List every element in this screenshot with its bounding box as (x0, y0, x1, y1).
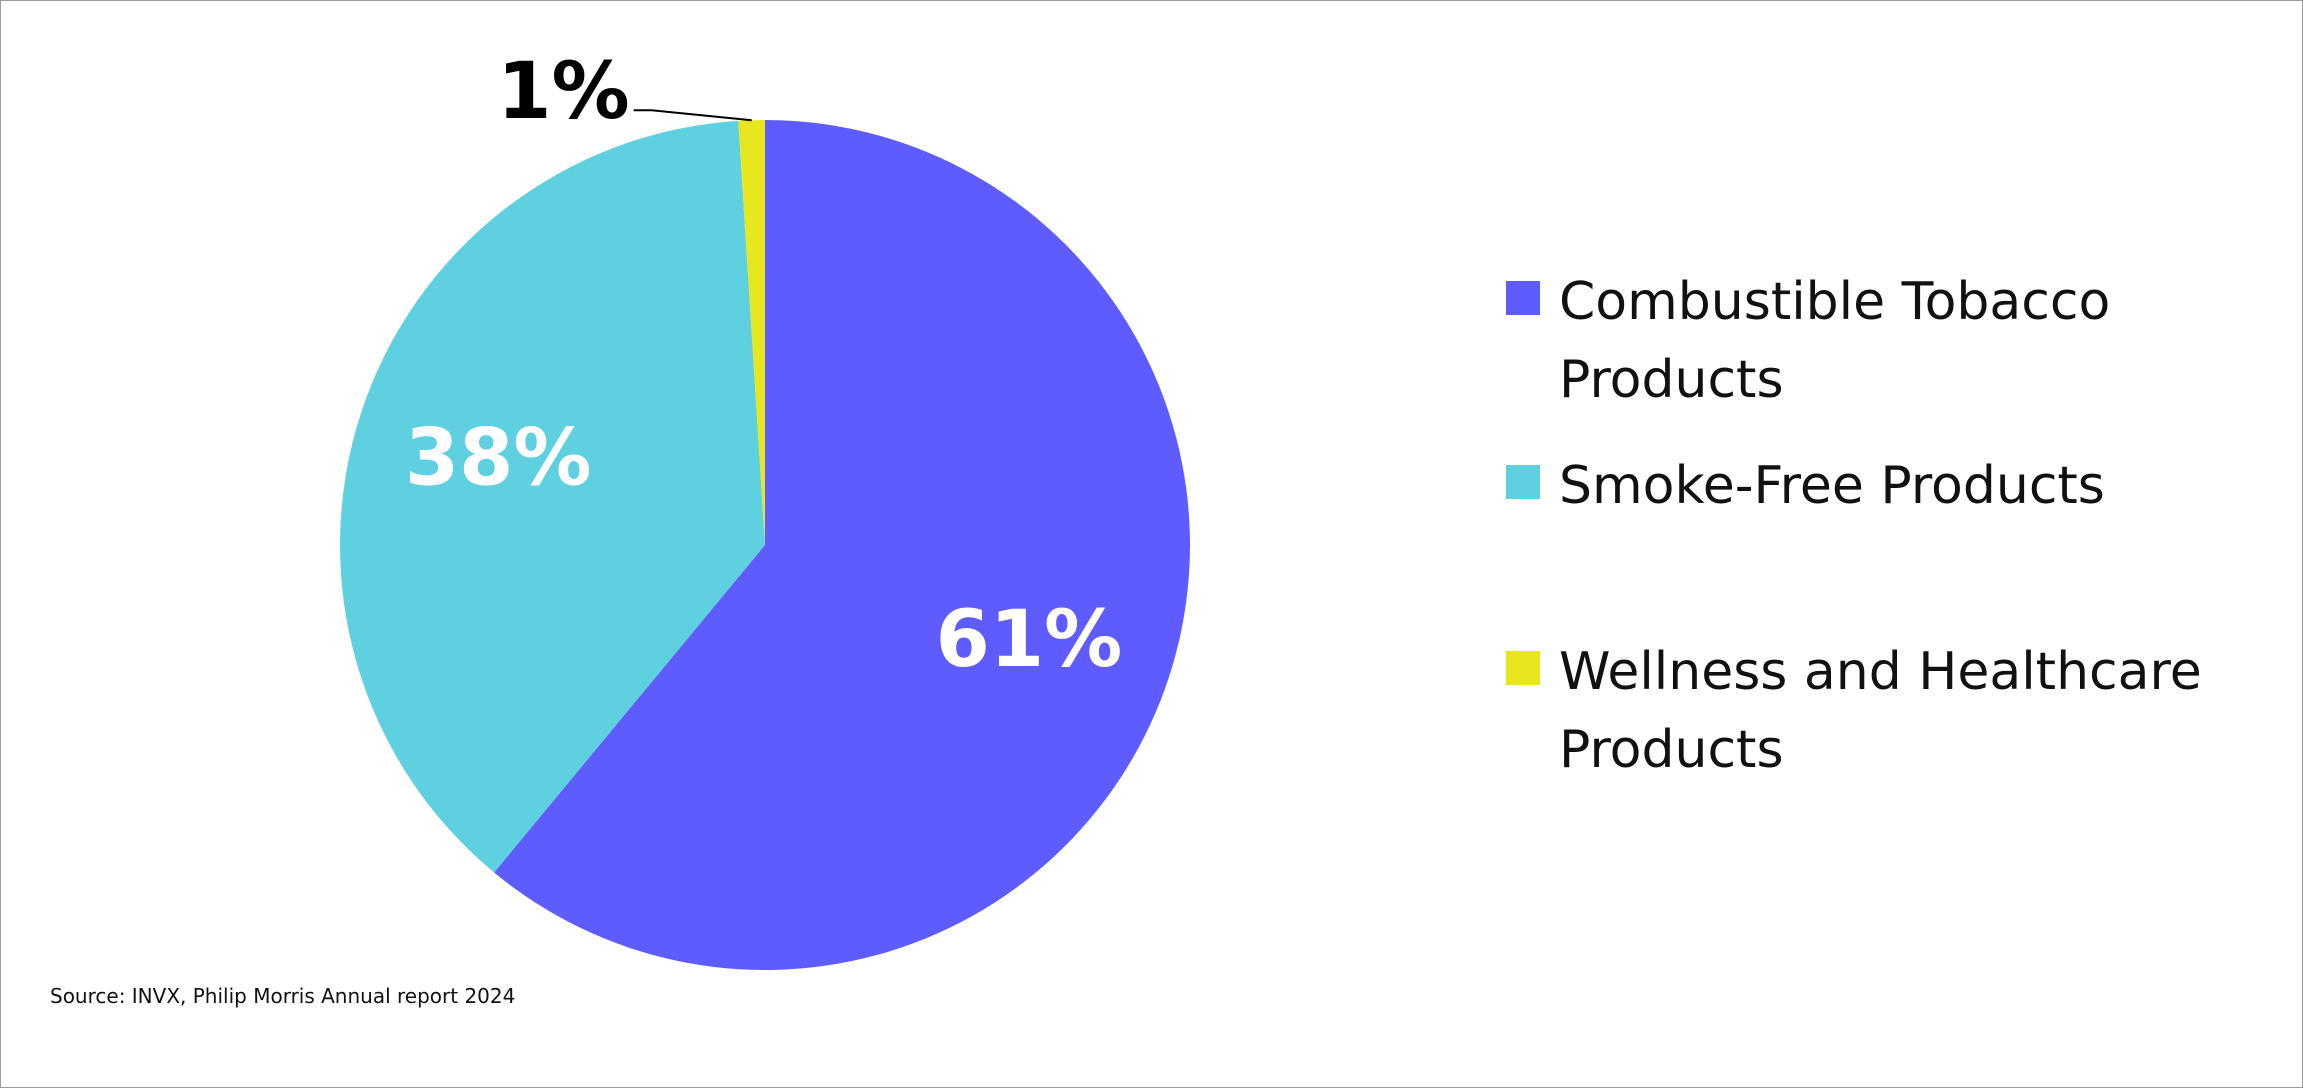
data-label-combustible: 61% (936, 595, 1123, 685)
legend-label-wellness: Wellness and Healthcare Products (1559, 642, 2202, 780)
legend-swatch-smoke-free (1506, 465, 1540, 499)
legend-swatch-wellness (1506, 651, 1540, 685)
legend-label-smoke-free: Smoke-Free Products (1559, 456, 2105, 516)
pie-slice-smoke-free (340, 120, 765, 873)
legend-label-combustible: Combustible Tobacco Products (1559, 272, 2111, 410)
pie-slice-combustible (494, 120, 1190, 970)
pie-slice-wellness (738, 120, 765, 545)
legend-swatch-combustible (1506, 281, 1540, 315)
leader-line-wellness (633, 109, 752, 122)
source-note: Source: INVX, Philip Morris Annual repor… (50, 984, 516, 1008)
data-label-smoke-free: 38% (405, 413, 592, 503)
data-label-wellness: 1% (497, 47, 629, 137)
